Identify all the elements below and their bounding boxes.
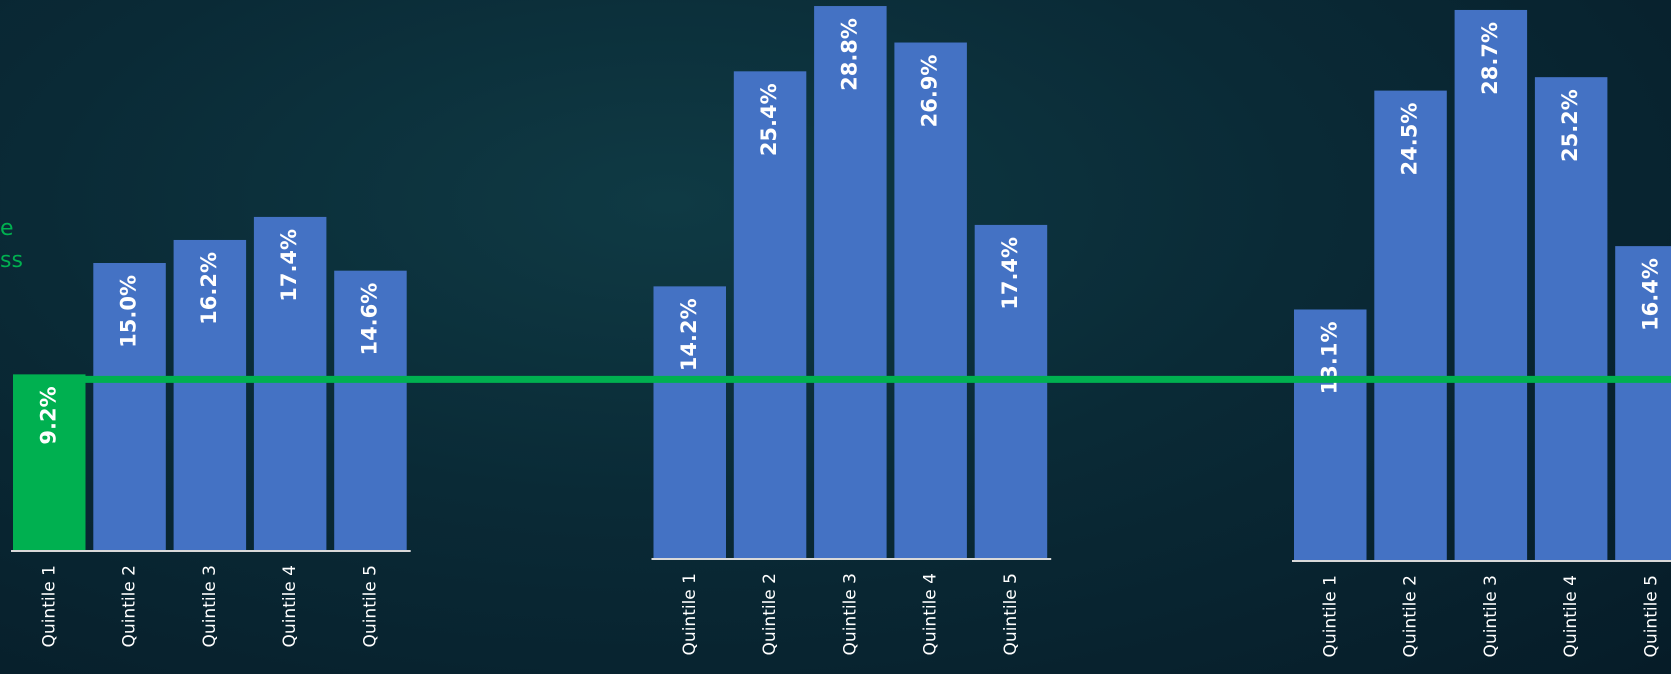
x-tick-label: Quintile 3	[200, 565, 220, 647]
x-tick-label: Quintile 3	[840, 573, 860, 655]
value-label: 26.9%	[918, 55, 942, 128]
x-tick-label: Quintile 4	[280, 565, 300, 647]
x-tick-label: Quintile 5	[360, 565, 380, 647]
annotation: ss	[0, 248, 23, 273]
value-label: 25.2%	[1558, 89, 1582, 162]
x-tick-label: Quintile 1	[1320, 575, 1340, 657]
page: 9.2% Quintile 1 15.0% Quintile 2 16.2% Quinti…	[0, 0, 1671, 674]
x-tick-label: Quintile 3	[1481, 575, 1501, 657]
x-tick-label: Quintile 2	[1401, 575, 1421, 657]
x-tick-label: Quintile 1	[680, 573, 700, 655]
value-label: 17.4%	[998, 237, 1022, 310]
x-tick-label: Quintile 2	[120, 565, 140, 647]
value-label: 16.4%	[1638, 258, 1662, 331]
chart: 9.2% Quintile 1 15.0% Quintile 2 16.2% Quinti…	[0, 0, 1671, 674]
value-label: 13.1%	[1317, 321, 1341, 394]
value-label: 16.2%	[197, 252, 221, 325]
value-label: 14.2%	[677, 298, 701, 371]
value-label: 28.7%	[1478, 22, 1502, 95]
annotation: e	[0, 216, 14, 241]
x-tick-label: Quintile 1	[39, 565, 59, 647]
x-tick-label: Quintile 4	[1561, 575, 1581, 657]
value-label: 9.2%	[36, 386, 60, 444]
value-label: 24.5%	[1398, 103, 1422, 176]
value-label: 14.6%	[357, 283, 381, 356]
value-label: 15.0%	[117, 275, 141, 348]
value-label: 28.8%	[837, 18, 861, 91]
value-label: 25.4%	[757, 83, 781, 156]
x-tick-label: Quintile 5	[1001, 573, 1021, 655]
value-label: 17.4%	[277, 229, 301, 302]
x-tick-label: Quintile 5	[1641, 575, 1661, 657]
x-tick-label: Quintile 4	[921, 573, 941, 655]
x-tick-label: Quintile 2	[760, 573, 780, 655]
